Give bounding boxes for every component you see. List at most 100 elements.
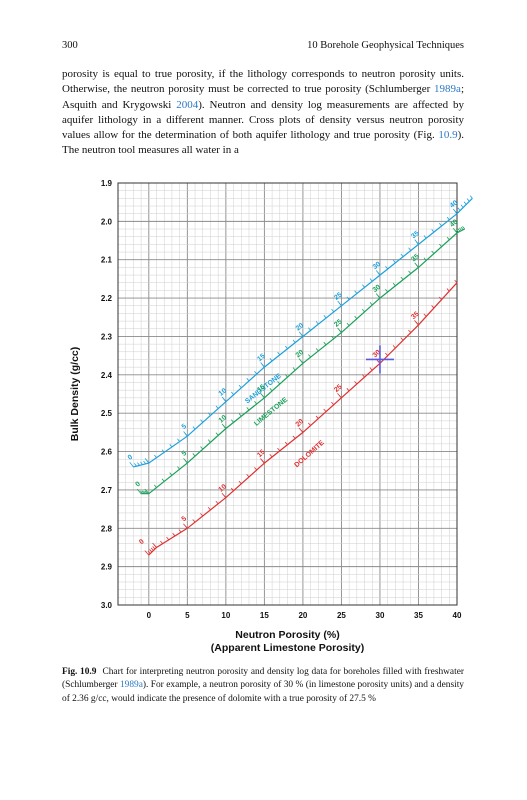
dolomite-tick-mark xyxy=(438,296,442,300)
limestone-tick-mark xyxy=(215,432,219,436)
dolomite-tick-mark xyxy=(178,529,182,533)
dolomite-tick-mark xyxy=(221,492,227,498)
limestone-porosity-label: 25 xyxy=(333,318,344,328)
limestone-tick-mark xyxy=(277,381,281,385)
sandstone-tick-mark xyxy=(177,438,180,442)
dolomite-porosity-label: 15 xyxy=(256,449,267,459)
sandstone-tick-mark xyxy=(207,412,211,416)
sandstone-tick-mark xyxy=(254,371,257,375)
x-tick-label: 20 xyxy=(298,611,307,620)
sandstone-tick-mark xyxy=(298,331,304,337)
sandstone-tick-mark xyxy=(466,198,470,202)
limestone-tick-mark xyxy=(141,490,145,494)
y-tick-label: 2.3 xyxy=(101,332,113,341)
limestone-tick-mark xyxy=(315,348,319,352)
citation-link[interactable]: 1989a xyxy=(119,680,143,691)
dolomite-tick-mark xyxy=(152,542,157,548)
dolomite-porosity-label: 20 xyxy=(295,418,306,428)
sandstone-tick-mark xyxy=(460,204,464,208)
sandstone-tick-mark xyxy=(414,239,419,245)
dolomite-porosity-label: 5 xyxy=(181,515,189,523)
limestone-porosity-label: 5 xyxy=(181,450,189,458)
dolomite-tick-mark xyxy=(147,550,151,554)
sandstone-tick-mark xyxy=(292,339,296,343)
sandstone-tick-mark xyxy=(200,419,204,423)
sandstone-tick-mark xyxy=(140,461,143,465)
limestone-tick-mark xyxy=(207,439,211,443)
limestone-tick-mark xyxy=(200,446,204,450)
limestone-name-label: LIMESTONE xyxy=(253,396,289,427)
dolomite-tick-mark xyxy=(284,441,288,445)
sandstone-tick-mark xyxy=(154,454,157,458)
limestone-tick-mark xyxy=(459,227,462,231)
dolomite-porosity-label: 35 xyxy=(410,311,421,321)
sandstone-tick-mark xyxy=(346,296,350,300)
dolomite-porosity-label: 10 xyxy=(218,483,229,493)
sandstone-porosity-label: 30 xyxy=(372,261,383,271)
sandstone-tick-mark xyxy=(337,300,342,307)
limestone-tick-mark xyxy=(144,490,148,494)
dolomite-tick-mark xyxy=(392,345,396,349)
limestone-tick-mark xyxy=(400,276,404,280)
sandstone-tick-mark xyxy=(221,396,227,402)
sandstone-porosity-label: 0 xyxy=(127,454,134,462)
citation-link[interactable]: 1989a xyxy=(434,83,461,96)
x-tick-label: 0 xyxy=(147,611,152,620)
sandstone-tick-mark xyxy=(385,265,388,270)
y-tick-label: 2.5 xyxy=(101,409,113,418)
dolomite-tick-mark xyxy=(323,408,327,412)
dolomite-tick-mark xyxy=(150,547,154,551)
citation-link[interactable]: 2004 xyxy=(176,98,199,111)
limestone-porosity-label: 10 xyxy=(218,414,229,424)
sandstone-tick-mark xyxy=(169,443,173,448)
dolomite-tick-mark xyxy=(315,415,319,419)
dolomite-tick-mark xyxy=(172,533,176,537)
sandstone-porosity-label: 35 xyxy=(410,230,421,240)
limestone-tick-mark xyxy=(369,302,373,306)
dolomite-tick-mark xyxy=(385,352,388,356)
limestone-tick-mark xyxy=(238,413,242,417)
sandstone-tick-mark xyxy=(408,247,412,251)
x-tick-label: 30 xyxy=(376,611,385,620)
sandstone-line xyxy=(133,197,473,468)
sandstone-tick-mark xyxy=(285,345,288,349)
dolomite-tick-mark xyxy=(215,500,219,504)
dolomite-tick-mark xyxy=(337,393,342,399)
y-tick-label: 2.0 xyxy=(101,217,113,226)
y-tick-label: 1.9 xyxy=(101,179,113,188)
dolomite-tick-mark xyxy=(152,546,156,550)
y-tick-label: 2.9 xyxy=(101,563,113,572)
page-number: 300 xyxy=(62,40,78,51)
limestone-porosity-label: 40 xyxy=(449,218,460,228)
dolomite-tick-mark xyxy=(246,473,250,478)
dolomite-tick-mark xyxy=(144,550,150,556)
page-header: 300 10 Borehole Geophysical Techniques xyxy=(62,40,464,54)
y-tick-label: 2.4 xyxy=(101,371,113,380)
dolomite-tick-mark xyxy=(160,540,163,544)
limestone-tick-mark xyxy=(231,419,234,423)
limestone-tick-mark xyxy=(169,472,173,476)
sandstone-tick-mark xyxy=(269,358,273,362)
sandstone-tick-mark xyxy=(137,462,140,466)
sandstone-tick-mark xyxy=(354,290,358,294)
sandstone-tick-mark xyxy=(308,327,311,331)
figure-link[interactable]: 10.9 xyxy=(438,129,458,142)
dolomite-tick-mark xyxy=(292,435,296,439)
dolomite-tick-mark xyxy=(183,523,188,529)
sandstone-tick-mark xyxy=(183,431,188,437)
sandstone-tick-mark xyxy=(260,362,265,368)
limestone-tick-mark xyxy=(298,358,304,364)
y-tick-label: 2.7 xyxy=(101,486,113,495)
dolomite-tick-mark xyxy=(269,454,273,458)
limestone-tick-mark xyxy=(392,282,396,287)
sandstone-tick-mark xyxy=(323,315,327,319)
limestone-tick-mark xyxy=(446,236,450,241)
dolomite-tick-mark xyxy=(200,513,204,517)
limestone-tick-mark xyxy=(462,226,466,230)
x-tick-label: 10 xyxy=(221,611,230,620)
limestone-tick-mark xyxy=(144,488,150,494)
limestone-tick-mark xyxy=(456,229,459,233)
dolomite-tick-mark xyxy=(423,313,427,317)
limestone-tick-mark xyxy=(460,226,464,231)
limestone-tick-mark xyxy=(408,270,412,274)
